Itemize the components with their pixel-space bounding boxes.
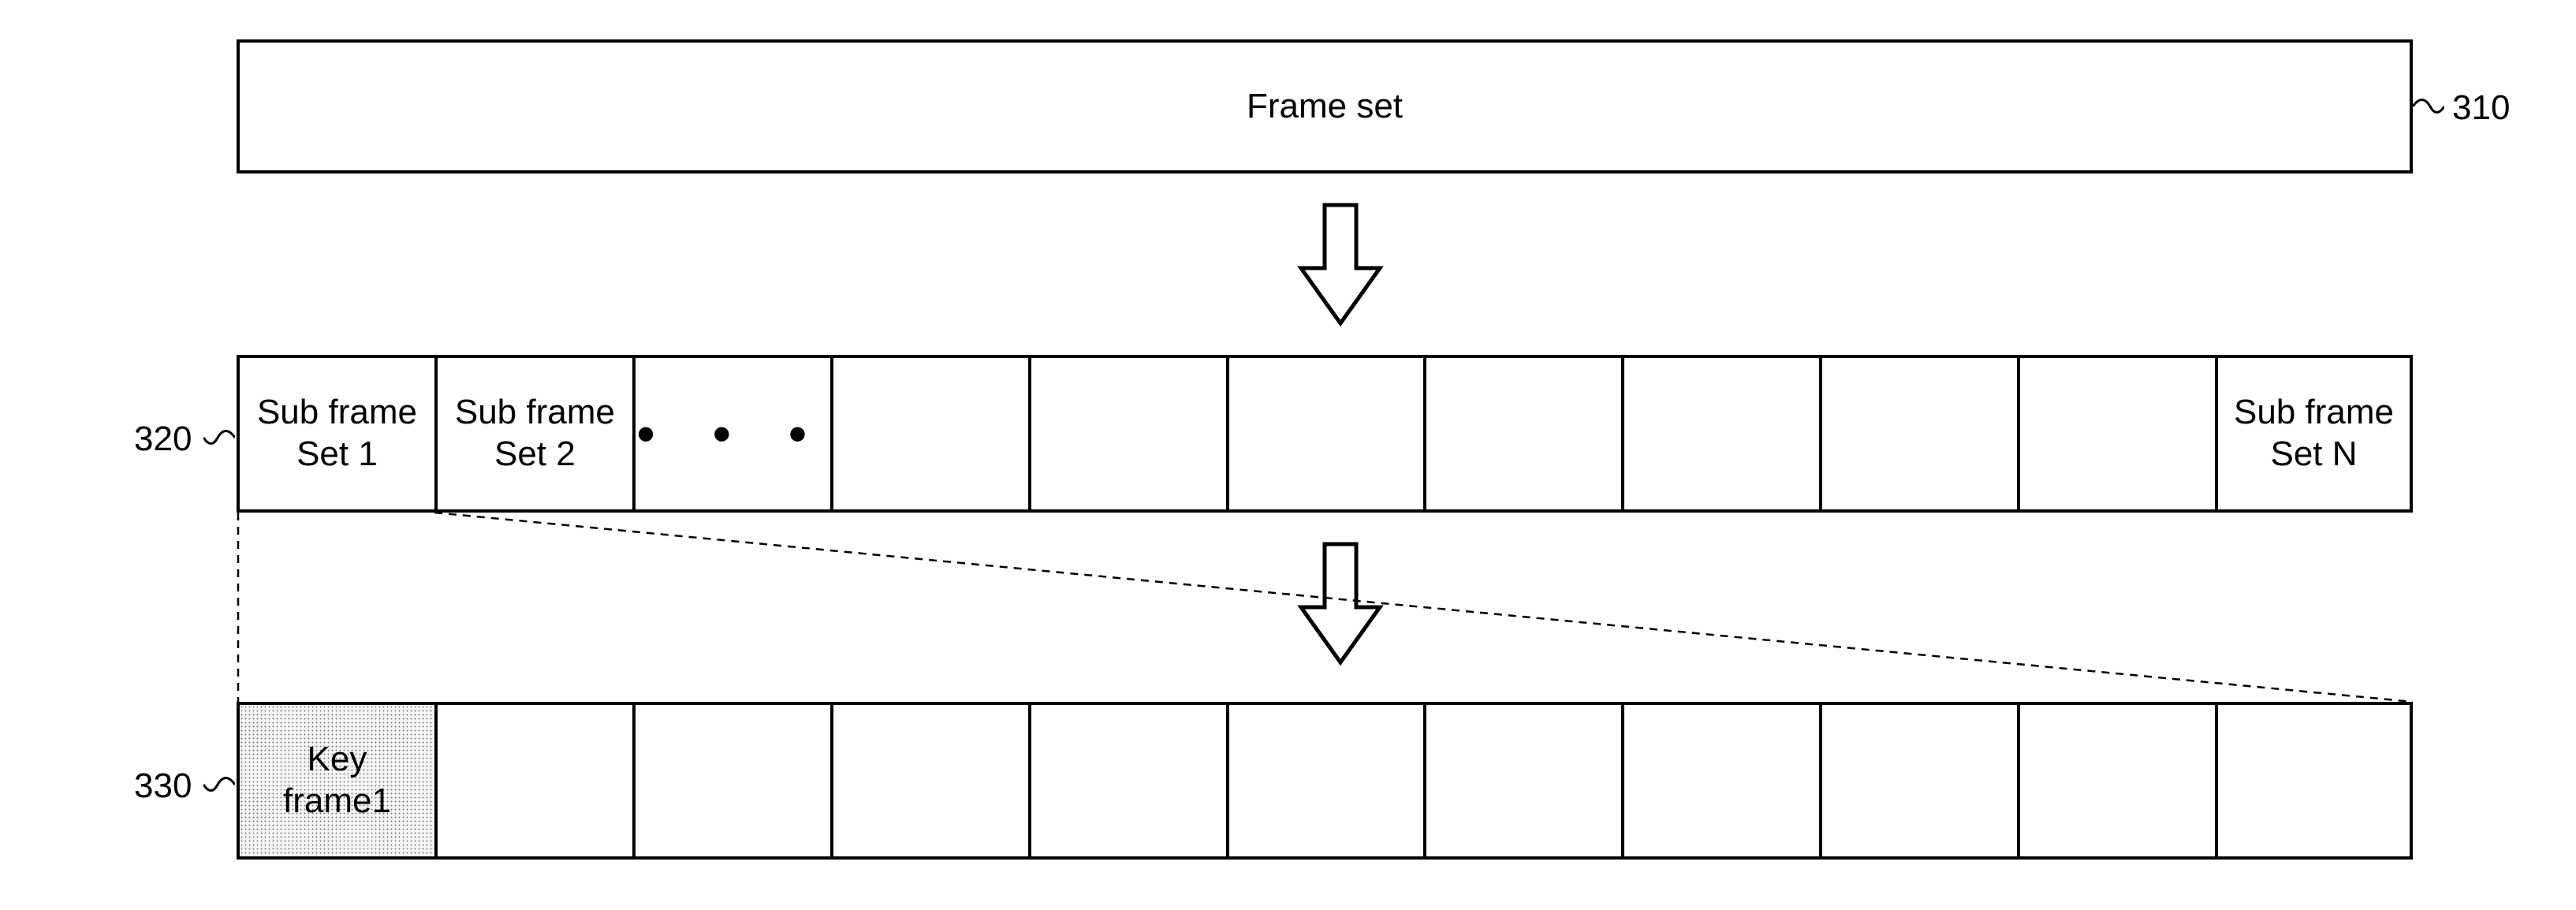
subframe-cell-8 xyxy=(1621,355,1819,513)
subframe-cell-9 xyxy=(1819,355,2017,513)
subframe-cell-2-label: Sub frame Set 2 xyxy=(455,392,615,476)
subframe-cell-10 xyxy=(2017,355,2215,513)
arrow-subframe-to-keyframe xyxy=(1293,536,1388,670)
subframe-cell-7 xyxy=(1423,355,1621,513)
frame-set-label: Frame set xyxy=(1247,86,1403,128)
subframe-cell-ellipsis: • • • xyxy=(632,355,830,513)
subframe-cell-n: Sub frame Set N xyxy=(2215,355,2413,513)
keyframe-cell-8 xyxy=(1621,702,1819,860)
arrow-frame-to-subframe xyxy=(1293,197,1388,331)
subframe-cell-4 xyxy=(830,355,1028,513)
keyframe-cell-4 xyxy=(830,702,1028,860)
keyframe-cell-9 xyxy=(1819,702,2017,860)
subframe-cell-5 xyxy=(1028,355,1226,513)
keyframe-cell-2 xyxy=(434,702,632,860)
ref-320-label: 320 xyxy=(134,420,192,459)
subframe-cell-6 xyxy=(1226,355,1424,513)
subframe-cell-1: Sub frame Set 1 xyxy=(237,355,434,513)
subframe-cell-n-label: Sub frame Set N xyxy=(2234,392,2394,476)
ref-320-tick xyxy=(203,410,235,465)
subframe-cell-1-label: Sub frame Set 1 xyxy=(257,392,417,476)
subframe-cell-2: Sub frame Set 2 xyxy=(434,355,632,513)
ref-330-label: 330 xyxy=(134,766,192,806)
subframe-cell-ellipsis-label: • • • xyxy=(637,405,829,463)
subframe-row: Sub frame Set 1 Sub frame Set 2 • • • Sub f… xyxy=(237,355,2413,513)
keyframe-cell-6 xyxy=(1226,702,1424,860)
keyframe-cell-1: Key frame1 xyxy=(237,702,434,860)
ref-310-label: 310 xyxy=(2452,88,2510,128)
keyframe-cell-10 xyxy=(2017,702,2215,860)
keyframe-cell-11 xyxy=(2215,702,2413,860)
ref-330-tick xyxy=(203,757,235,812)
keyframe-row: Key frame1 xyxy=(237,702,2413,860)
keyframe-cell-5 xyxy=(1028,702,1226,860)
keyframe-cell-7 xyxy=(1423,702,1621,860)
keyframe-cell-1-label: Key frame1 xyxy=(283,739,391,822)
ref-310-tick xyxy=(2413,79,2444,134)
keyframe-cell-3 xyxy=(632,702,830,860)
frame-set-box: Frame set xyxy=(237,39,2413,173)
